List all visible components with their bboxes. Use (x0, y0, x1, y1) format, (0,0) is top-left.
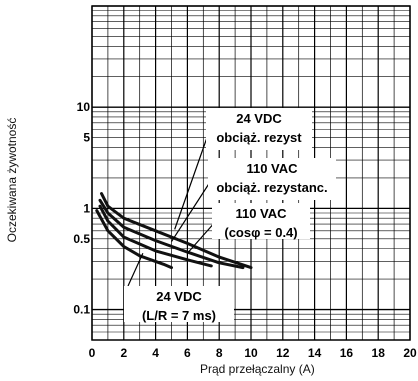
x-tick-label: 18 (372, 346, 386, 360)
x-tick-label: 8 (216, 346, 223, 360)
annotation-box (208, 158, 336, 200)
x-tick-label: 12 (276, 346, 290, 360)
annotation-label: obciąż. rezyst (216, 130, 302, 145)
annotation-label: 24 VDC (156, 289, 202, 304)
y-tick-label: 1 (83, 201, 90, 215)
x-tick-label: 2 (120, 346, 127, 360)
y-tick-label: 5 (83, 131, 90, 145)
y-tick-label: 10 (77, 100, 91, 114)
annotation-label: 24 VDC (236, 111, 282, 126)
annotation-box (212, 203, 310, 239)
annotation-label: 110 VAC (235, 206, 287, 221)
series-line-1 (100, 192, 253, 270)
annotation-leader (127, 253, 144, 287)
x-tick-label: 20 (403, 346, 417, 360)
annotation-box (124, 286, 234, 322)
annotation-leader (170, 178, 213, 242)
y-tick-label: 0.1 (73, 303, 90, 317)
x-tick-label: 4 (152, 346, 159, 360)
x-tick-label: 14 (308, 346, 322, 360)
plot-frame (91, 5, 411, 341)
x-tick-label: 6 (184, 346, 191, 360)
annotation-label: (cosφ = 0.4) (224, 225, 297, 240)
x-tick-label: 10 (244, 346, 258, 360)
annotation-label: (L/R = 7 ms) (142, 308, 216, 323)
series-line-2 (98, 198, 245, 270)
annotation-leader (186, 220, 217, 254)
x-axis-label: Prąd przełączalny (A) (200, 362, 315, 376)
y-tick-label: 0.5 (73, 232, 90, 246)
annotation-label: 110 VAC (246, 161, 298, 176)
x-tick-label: 16 (340, 346, 354, 360)
series-line-4 (95, 209, 173, 270)
annotation-label: obciąż. rezystanc. (216, 180, 327, 195)
annotation-box (206, 108, 312, 150)
series-line-3 (98, 204, 213, 268)
x-tick-label: 0 (89, 346, 96, 360)
annotation-leader (174, 128, 211, 230)
